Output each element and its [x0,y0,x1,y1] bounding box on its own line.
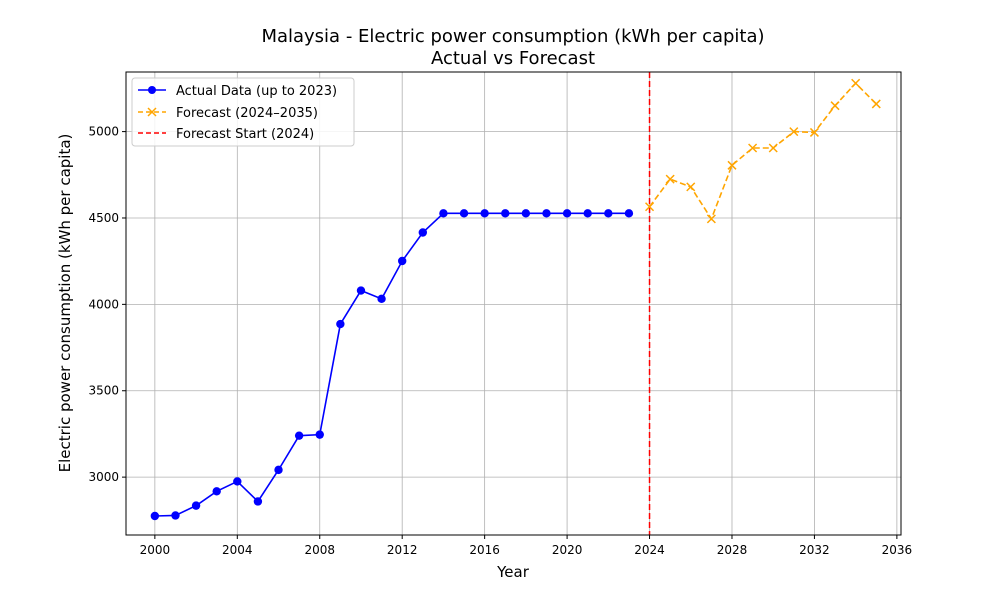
data-point [212,487,221,496]
data-point [789,127,799,137]
x-tick-label: 2024 [634,543,665,557]
x-axis-ticks: 2000 2004 2008 2012 2016 2020 2024 2028 2032 2036 [140,535,913,557]
y-tick-label: 5000 [88,125,119,139]
legend-label-forecast: Forecast (2024–2035) [176,106,318,121]
x-tick-label: 2016 [469,543,500,557]
data-point [171,511,180,520]
data-point [274,465,283,475]
data-point [809,127,819,137]
data-point [253,497,263,506]
data-point [665,174,675,184]
data-point [294,431,304,440]
data-point [233,477,242,486]
legend-marker-actual [148,86,156,94]
y-axis-label: Electric power consumption (kWh per capi… [56,134,74,473]
legend-item-forecast-start: Forecast Start (2024) [138,127,314,142]
data-point [501,209,510,218]
legend: Actual Data (up to 2023) Forecast (2024–… [131,77,355,147]
data-point [377,294,386,304]
data-point [748,143,758,153]
data-point [830,101,840,111]
legend-label-actual: Actual Data (up to 2023) [176,84,337,99]
grid [126,72,901,535]
data-point [871,99,881,109]
data-point [521,209,531,218]
y-tick-label: 3000 [88,470,119,484]
y-tick-label: 4000 [88,297,119,311]
series-0 [150,209,634,521]
x-tick-label: 2000 [140,543,171,557]
data-point [542,209,551,218]
data-point [191,501,201,510]
y-axis-ticks: 3000 3500 4000 4500 5000 [88,125,126,484]
data-point [727,160,737,170]
series-1 [645,78,881,224]
x-tick-label: 2028 [717,543,748,557]
y-tick-label: 3500 [88,384,119,398]
y-tick-label: 4500 [88,211,119,225]
data-point [356,286,366,295]
x-tick-label: 2012 [387,543,418,557]
data-point [315,430,324,439]
data-point [645,202,655,212]
chart-subtitle: Actual vs Forecast [431,48,595,69]
x-axis-label: Year [496,563,530,581]
series-line [648,82,877,221]
data-point [604,209,613,218]
data-point [459,209,469,218]
legend-item-actual: Actual Data (up to 2023) [138,84,337,99]
data-point [624,209,634,218]
data-point [397,256,407,266]
x-tick-label: 2008 [304,543,335,557]
series-line [154,212,629,517]
legend-label-forecast-start: Forecast Start (2024) [176,127,314,142]
legend-item-forecast: Forecast (2024–2035) [138,106,318,121]
data-point [150,511,160,521]
x-tick-label: 2036 [882,543,913,557]
data-point [336,319,345,329]
series-layer [150,78,881,521]
x-tick-label: 2004 [222,543,253,557]
data-point [706,214,716,224]
plot-area-frame [125,71,902,536]
x-tick-label: 2020 [552,543,583,557]
legend-box [131,77,355,147]
legend-marker-forecast [147,107,157,117]
data-point [418,228,428,237]
chart-title: Malaysia - Electric power consumption (k… [261,26,764,47]
data-point [851,78,861,88]
data-point [562,209,572,218]
data-point [686,182,696,192]
x-tick-label: 2032 [799,543,830,557]
data-point [768,143,778,153]
data-point [439,209,448,218]
data-point [583,209,592,218]
data-point [480,209,489,218]
